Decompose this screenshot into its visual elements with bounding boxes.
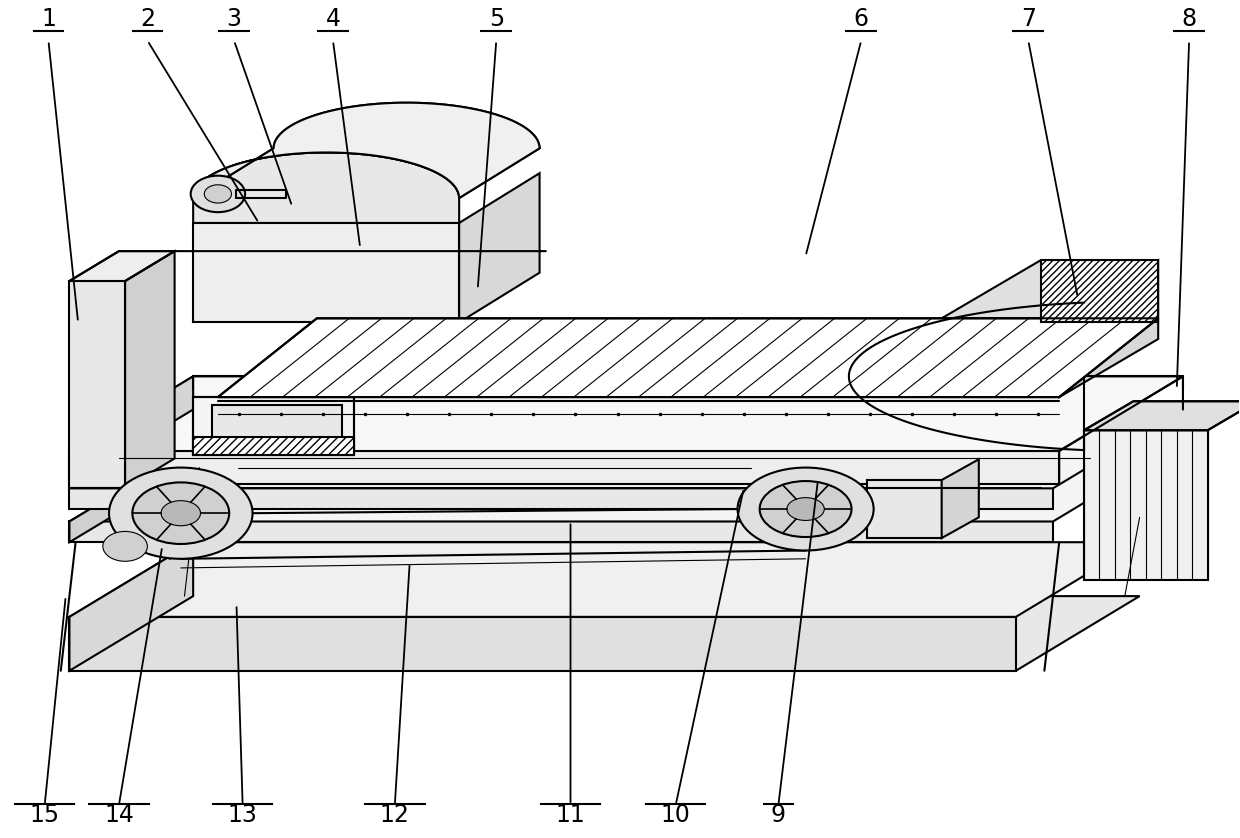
Circle shape bbox=[191, 176, 246, 212]
Text: 15: 15 bbox=[30, 804, 60, 827]
Text: 1: 1 bbox=[41, 7, 56, 30]
Polygon shape bbox=[69, 376, 1183, 451]
Polygon shape bbox=[69, 451, 1059, 484]
Polygon shape bbox=[69, 447, 193, 542]
Text: 14: 14 bbox=[104, 804, 134, 827]
Polygon shape bbox=[1084, 401, 1240, 430]
Polygon shape bbox=[125, 251, 175, 489]
Polygon shape bbox=[193, 103, 539, 198]
Polygon shape bbox=[218, 318, 1158, 397]
Polygon shape bbox=[69, 281, 125, 489]
Circle shape bbox=[103, 531, 148, 561]
Text: 11: 11 bbox=[556, 804, 585, 827]
Polygon shape bbox=[69, 414, 1177, 489]
Circle shape bbox=[205, 185, 232, 203]
Polygon shape bbox=[69, 542, 1140, 617]
Ellipse shape bbox=[109, 468, 253, 559]
Text: 2: 2 bbox=[140, 7, 155, 30]
Text: 7: 7 bbox=[1021, 7, 1035, 30]
Polygon shape bbox=[69, 596, 1140, 670]
Ellipse shape bbox=[787, 498, 825, 520]
Polygon shape bbox=[941, 459, 978, 538]
Text: 10: 10 bbox=[661, 804, 691, 827]
Polygon shape bbox=[69, 447, 1177, 521]
Polygon shape bbox=[193, 223, 459, 323]
Text: 5: 5 bbox=[489, 7, 503, 30]
Polygon shape bbox=[1059, 261, 1158, 397]
Polygon shape bbox=[459, 173, 539, 323]
Text: 6: 6 bbox=[854, 7, 869, 30]
Ellipse shape bbox=[161, 500, 201, 525]
Polygon shape bbox=[941, 318, 1059, 397]
Polygon shape bbox=[193, 437, 353, 455]
Polygon shape bbox=[212, 406, 342, 442]
Polygon shape bbox=[69, 251, 175, 281]
Polygon shape bbox=[69, 542, 193, 670]
Ellipse shape bbox=[738, 468, 874, 551]
Ellipse shape bbox=[760, 481, 852, 537]
Text: 13: 13 bbox=[228, 804, 258, 827]
Text: 9: 9 bbox=[771, 804, 786, 827]
Polygon shape bbox=[1040, 261, 1158, 323]
Text: 4: 4 bbox=[325, 7, 341, 30]
Polygon shape bbox=[69, 617, 1016, 670]
Polygon shape bbox=[868, 480, 941, 538]
Polygon shape bbox=[1084, 430, 1208, 580]
Polygon shape bbox=[193, 397, 353, 455]
Text: 8: 8 bbox=[1182, 7, 1197, 30]
Polygon shape bbox=[193, 153, 459, 223]
Text: 12: 12 bbox=[379, 804, 409, 827]
Polygon shape bbox=[69, 376, 193, 484]
Ellipse shape bbox=[133, 483, 229, 544]
Text: 3: 3 bbox=[227, 7, 242, 30]
Polygon shape bbox=[69, 521, 1053, 542]
Polygon shape bbox=[69, 489, 1053, 509]
Polygon shape bbox=[941, 261, 1158, 318]
